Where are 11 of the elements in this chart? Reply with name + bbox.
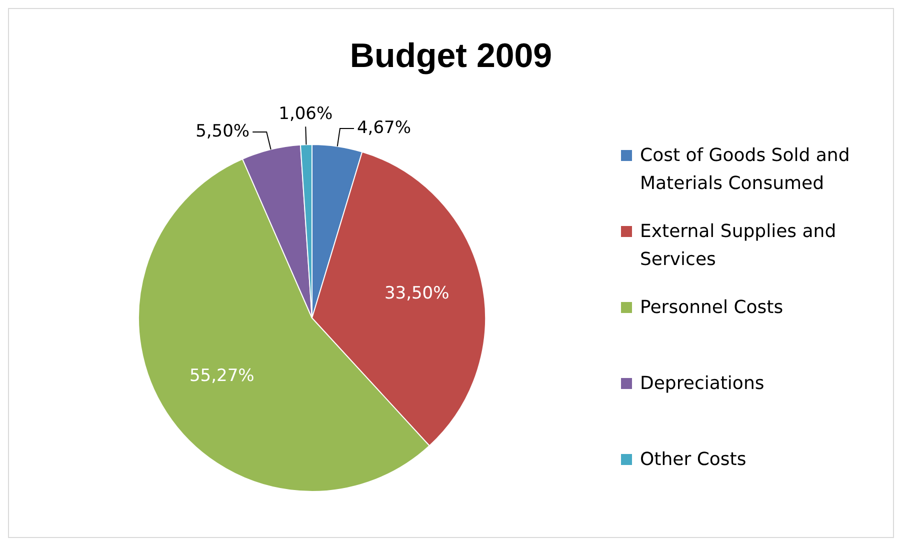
legend-label: External Supplies and Services xyxy=(640,220,838,272)
data-label: 5,50% xyxy=(196,121,250,142)
legend-label: Personnel Costs xyxy=(640,296,784,320)
chart-title: Budget 2009 xyxy=(348,37,554,76)
data-label: 1,06% xyxy=(278,104,333,124)
data-label: 33,50% xyxy=(384,283,450,304)
data-label: 4,67% xyxy=(356,118,412,138)
legend-label: Cost of Goods Sold and Materials Consumed xyxy=(640,144,851,196)
data-label: 55,27% xyxy=(189,366,254,386)
legend-label: Other Costs xyxy=(640,448,746,472)
legend-label: Depreciations xyxy=(640,372,764,396)
